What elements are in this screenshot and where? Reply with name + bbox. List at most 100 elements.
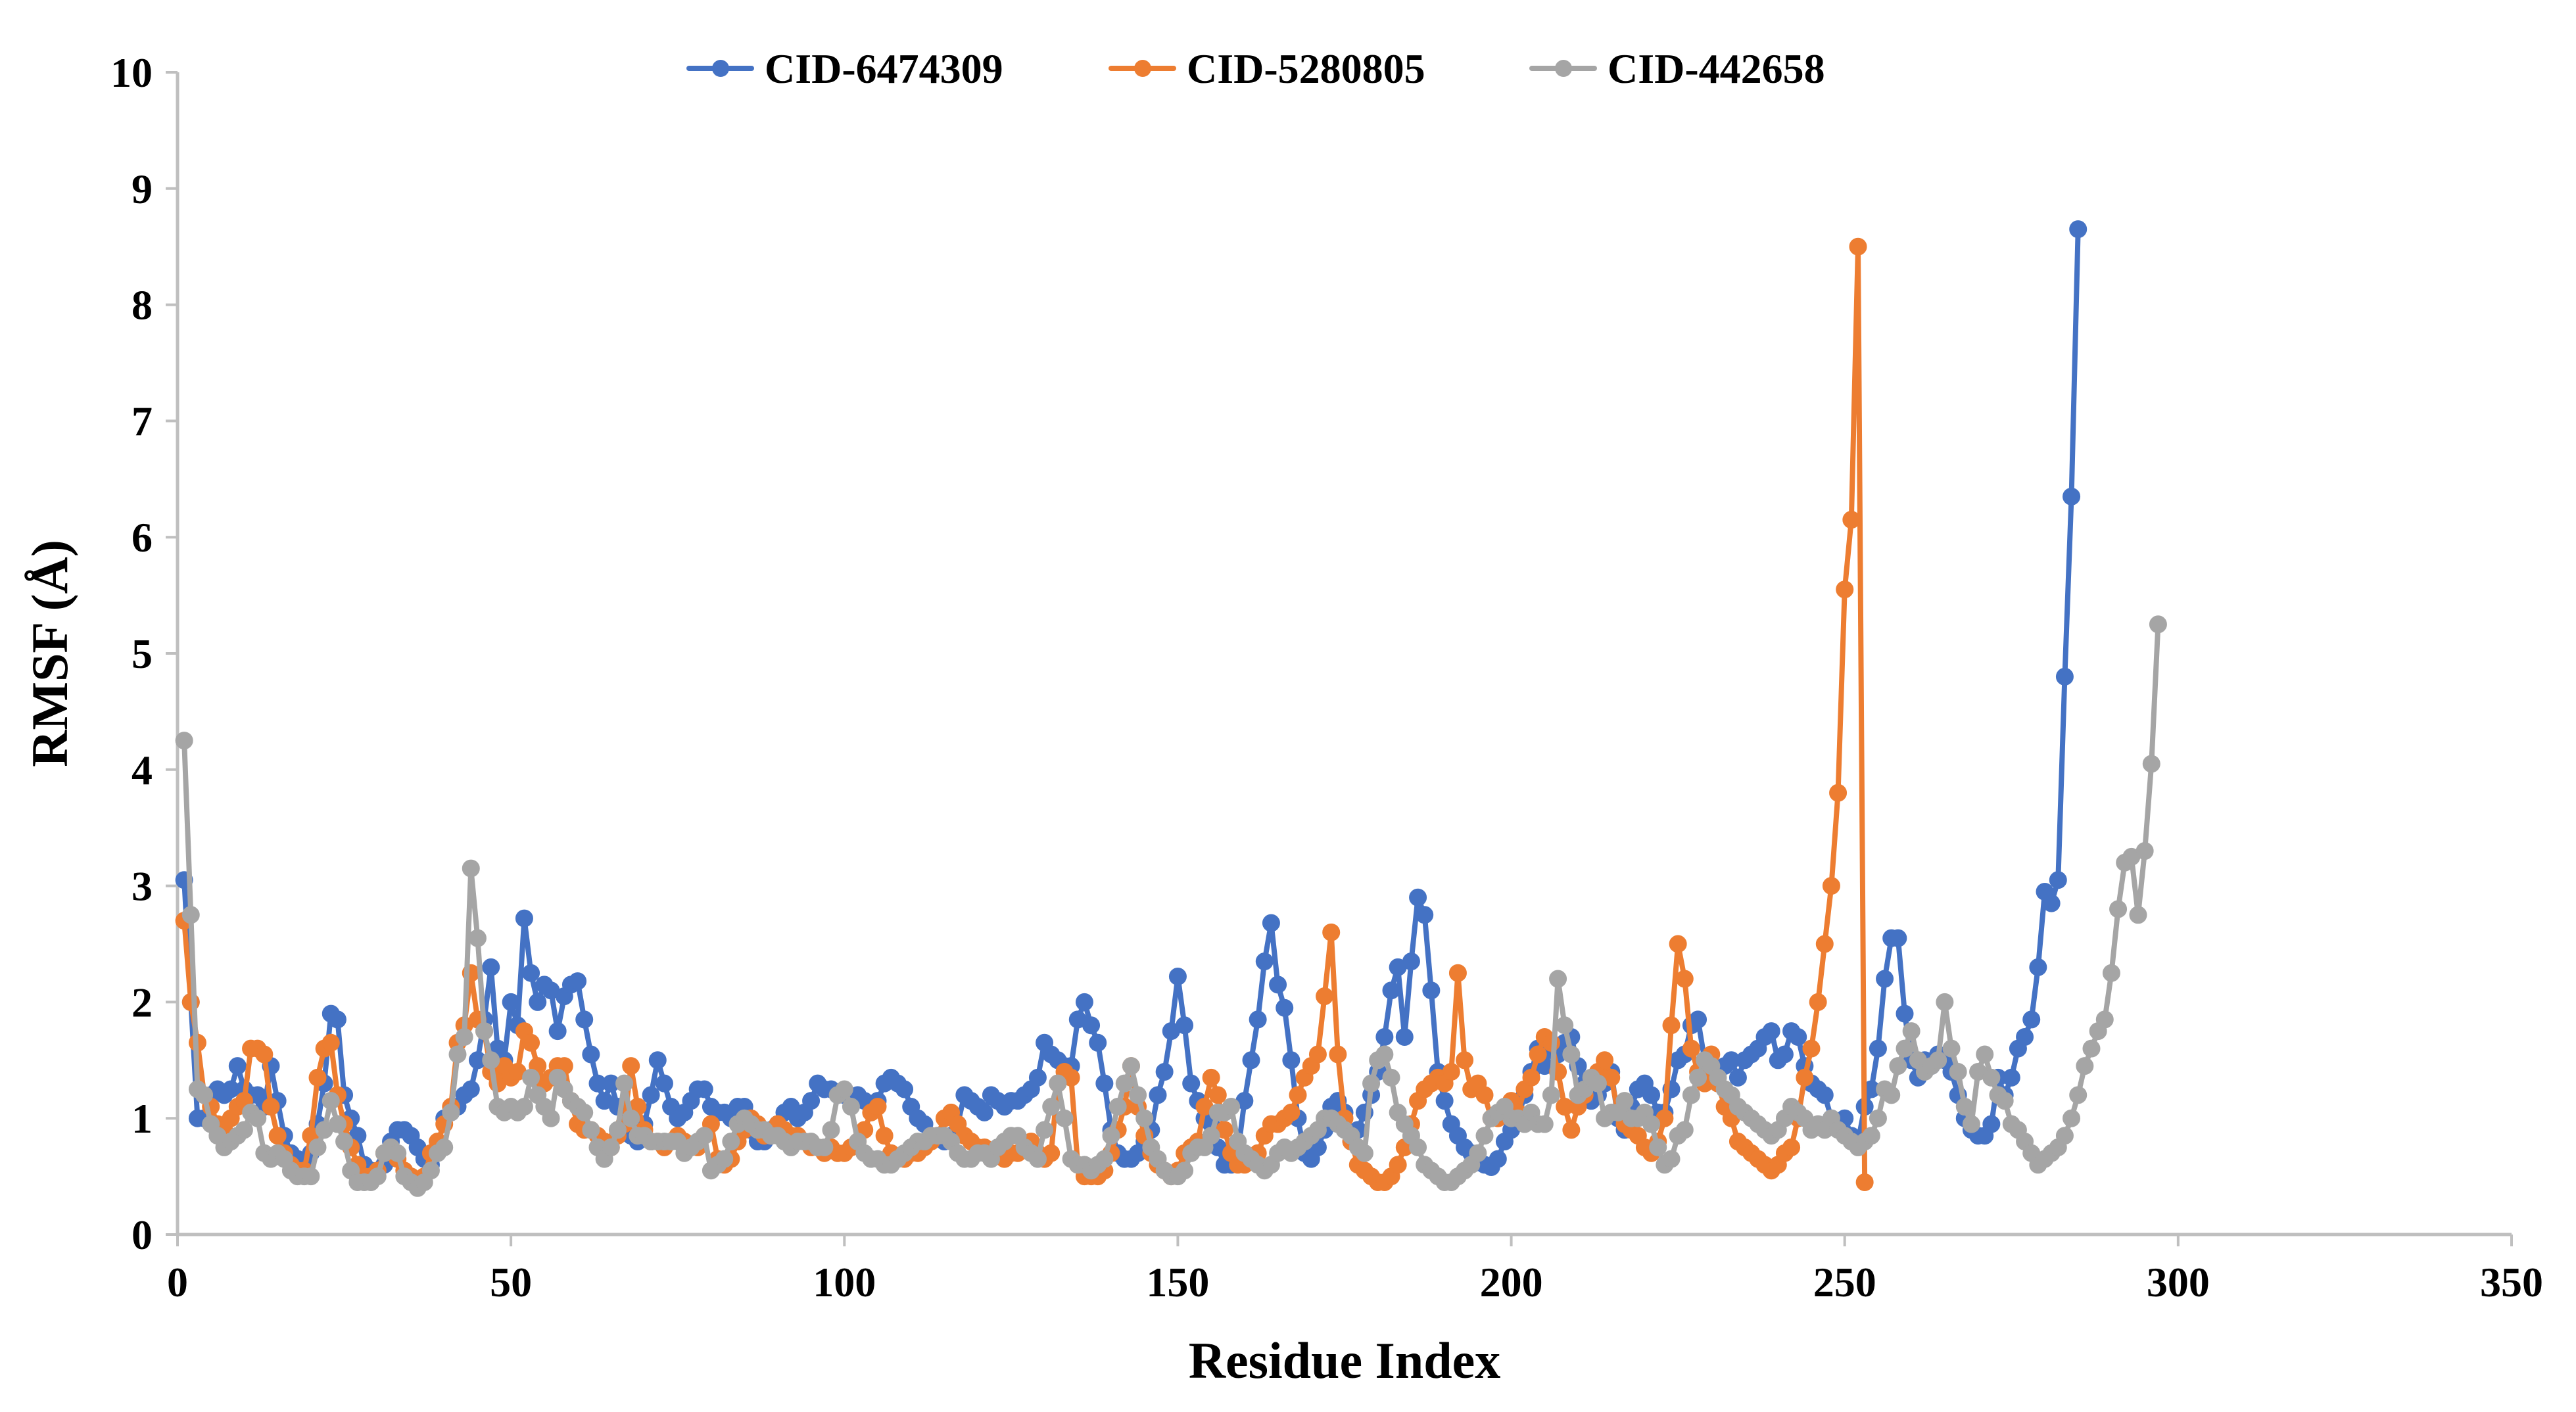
data-point: [482, 958, 500, 976]
data-point: [235, 1121, 253, 1139]
data-point: [1596, 1051, 1614, 1070]
data-point: [1588, 1074, 1607, 1093]
data-point: [1675, 1121, 1694, 1139]
data-point: [835, 1080, 853, 1098]
data-point: [1115, 1074, 1133, 1093]
data-point: [1522, 1068, 1540, 1087]
data-point: [368, 1167, 387, 1186]
data-point: [1982, 1115, 2001, 1133]
data-point: [1402, 953, 1420, 971]
data-point: [435, 1138, 454, 1156]
data-point: [1049, 1074, 1067, 1093]
x-tick-label: 50: [490, 1259, 532, 1306]
data-point: [1282, 1103, 1300, 1121]
data-point: [1822, 877, 1840, 895]
data-point: [1042, 1098, 1061, 1116]
data-point: [1182, 1074, 1201, 1093]
data-point: [802, 1092, 821, 1110]
data-point: [715, 1150, 734, 1168]
data-point: [1889, 929, 1907, 947]
data-point: [1882, 1086, 1901, 1104]
data-point: [442, 1103, 460, 1121]
data-point: [1962, 1115, 1980, 1133]
data-point: [462, 1080, 480, 1098]
data-point: [1075, 993, 1093, 1011]
data-point: [2142, 755, 2160, 773]
data-point: [1362, 1074, 1381, 1093]
data-point: [1095, 1074, 1114, 1093]
data-point: [608, 1121, 627, 1139]
data-point: [1395, 1027, 1414, 1046]
data-point: [1375, 1045, 1394, 1064]
data-point: [1456, 1051, 1474, 1070]
data-point: [1689, 1068, 1707, 1087]
data-point: [2016, 1027, 2034, 1046]
data-point: [1149, 1086, 1167, 1104]
data-point: [1095, 1150, 1114, 1168]
x-tick-label: 200: [1480, 1259, 1543, 1306]
data-point: [2076, 1057, 2094, 1075]
data-point: [2109, 900, 2128, 918]
y-tick-label: 3: [131, 863, 153, 910]
data-point: [1662, 1150, 1681, 1168]
data-point: [1255, 953, 1274, 971]
data-point: [1329, 1045, 1347, 1064]
data-point: [1129, 1086, 1147, 1104]
data-point: [262, 1098, 280, 1116]
data-point: [1469, 1144, 1487, 1162]
data-point: [322, 1033, 340, 1052]
y-axis-title: RMSF (Å): [21, 540, 78, 767]
data-point: [2055, 667, 2074, 686]
data-point: [615, 1074, 634, 1093]
data-point: [582, 1045, 600, 1064]
y-tick-label: 1: [131, 1095, 153, 1142]
data-point: [1775, 1045, 1794, 1064]
data-point: [1382, 1068, 1400, 1087]
data-point: [2002, 1068, 2020, 1087]
data-point: [622, 1057, 640, 1075]
data-point: [1249, 1010, 1267, 1029]
x-tick-label: 0: [167, 1259, 188, 1306]
data-point: [1949, 1062, 1967, 1081]
data-point: [1542, 1086, 1560, 1104]
data-point: [1789, 1027, 1807, 1046]
data-point: [1422, 981, 1441, 1000]
x-tick-label: 250: [1813, 1259, 1876, 1306]
data-point: [2022, 1010, 2041, 1029]
data-point: [975, 1103, 993, 1121]
series-layer: [175, 220, 2167, 1197]
data-point: [1729, 1068, 1747, 1087]
data-point: [1489, 1150, 1507, 1168]
data-point: [869, 1098, 887, 1116]
data-point: [268, 1127, 287, 1145]
data-point: [1409, 1138, 1427, 1156]
data-point: [1208, 1086, 1227, 1104]
data-point: [575, 1010, 594, 1029]
data-point: [1815, 935, 1834, 953]
legend-item: CID-5280805: [1109, 45, 1425, 92]
data-point: [2135, 842, 2154, 860]
data-point: [1689, 1010, 1707, 1029]
axis-layer: 0 50 100 150 200 250 300 350 0 1 2 3 4 5 6 7 8 9 10: [110, 49, 2543, 1306]
data-point: [468, 929, 487, 947]
series-cid-442658: [175, 615, 2167, 1197]
legend-label: CID-5280805: [1187, 45, 1425, 92]
data-point: [2129, 906, 2147, 924]
data-point: [722, 1133, 740, 1151]
data-point: [542, 1109, 560, 1127]
data-point: [1889, 1057, 1907, 1075]
legend-swatch-marker: [1134, 60, 1151, 77]
data-point: [2049, 871, 2067, 889]
x-tick-label: 150: [1146, 1259, 1209, 1306]
data-point: [815, 1138, 834, 1156]
data-point: [462, 859, 480, 878]
data-point: [1662, 1016, 1681, 1035]
data-point: [2055, 1127, 2074, 1145]
data-point: [1262, 914, 1280, 932]
data-point: [1762, 1022, 1780, 1041]
data-point: [421, 1162, 440, 1180]
data-point: [895, 1080, 914, 1098]
data-point: [1896, 1004, 1914, 1023]
x-tick-label: 300: [2147, 1259, 2210, 1306]
data-point: [1642, 1115, 1661, 1133]
